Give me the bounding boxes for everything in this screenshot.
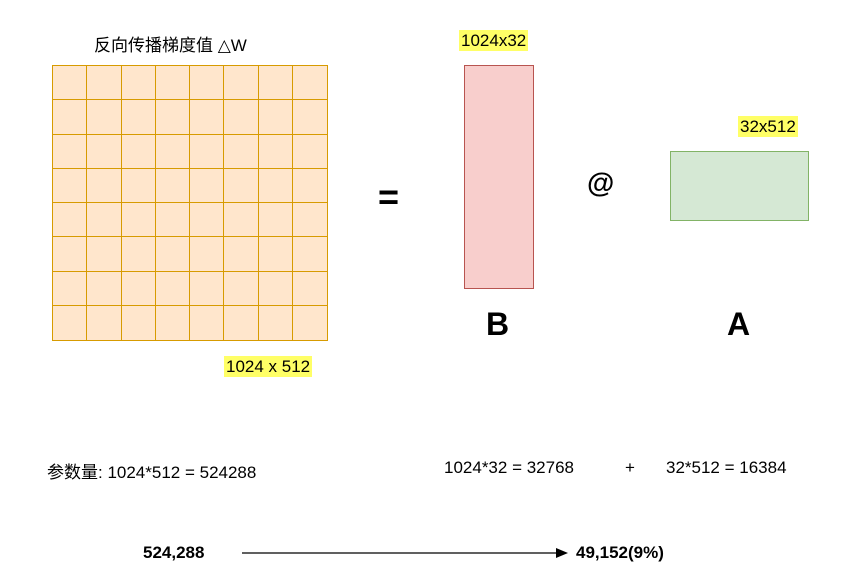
grid-cell [224, 305, 259, 340]
grid-cell [121, 237, 156, 272]
grid-cell [292, 169, 327, 203]
grid-cell [53, 305, 88, 340]
grid-cell [258, 203, 293, 238]
grid-cell [292, 135, 327, 169]
grid-cell [121, 134, 156, 169]
a-params-formula: 32*512 = 16384 [666, 458, 787, 477]
grid-cell [53, 237, 88, 272]
grid-cell [258, 134, 293, 169]
b-params-formula: 1024*32 = 32768 [444, 458, 574, 477]
matrix-a-letter: A [727, 306, 751, 342]
grid-cell [258, 271, 293, 306]
delta-w-matrix-grid [52, 65, 328, 341]
grid-cell [53, 168, 88, 203]
grid-cell [53, 66, 88, 101]
lora-param-count: 49,152(9%) [576, 543, 664, 562]
grid-cell [224, 237, 259, 272]
grid-cell [87, 168, 122, 203]
grid-cell [224, 168, 259, 203]
grid-cell [155, 134, 190, 169]
grid-cell [292, 237, 327, 272]
grid-cell [224, 100, 259, 135]
grid-cell [292, 100, 327, 135]
grid-cell [87, 237, 122, 272]
a-dimension-label: 32x512 [738, 116, 798, 137]
grid-cell [292, 203, 327, 238]
matrix-b-letter: B [486, 306, 510, 342]
grid-cell [224, 66, 259, 101]
grid-cell [122, 305, 156, 340]
grid-cell [53, 100, 88, 135]
grid-cell [87, 66, 122, 101]
grid-cell [121, 66, 156, 101]
grid-cell [258, 168, 293, 203]
reduction-arrow [242, 548, 568, 558]
delta-w-title: 反向传播梯度值 △W [94, 36, 247, 55]
grid-cell [224, 271, 259, 306]
grid-cell [87, 271, 122, 306]
grid-cell [87, 305, 122, 340]
grid-cell [155, 237, 190, 272]
grid-cell [190, 305, 225, 340]
grid-cell [87, 203, 122, 238]
grid-cell [87, 100, 122, 135]
grid-cell [53, 134, 88, 169]
grid-cell [190, 168, 225, 203]
grid-cell [156, 305, 190, 340]
matrix-a [670, 151, 809, 221]
grid-cell [121, 271, 156, 306]
grid-cell [258, 66, 293, 101]
grid-cell [190, 271, 225, 306]
grid-cell [190, 134, 225, 169]
grid-cell [259, 305, 293, 340]
plus-sign: + [625, 458, 635, 477]
delta-w-dimension-label: 1024 x 512 [224, 356, 313, 377]
grid-cell [155, 66, 190, 101]
grid-cell [292, 272, 327, 306]
grid-cell [190, 66, 225, 101]
grid-cell [155, 100, 190, 135]
grid-cell [121, 203, 156, 238]
grid-cell [224, 134, 259, 169]
grid-cell [190, 100, 225, 135]
full-param-count: 524,288 [143, 543, 205, 562]
grid-cell [258, 237, 293, 272]
grid-cell [87, 134, 122, 169]
matrix-b [464, 65, 534, 289]
grid-cell [53, 203, 88, 238]
grid-cell [121, 100, 156, 135]
grid-cell [53, 271, 88, 306]
grid-cell [155, 168, 190, 203]
equals-sign: = [378, 176, 400, 217]
full-params-formula: 参数量: 1024*512 = 524288 [47, 463, 257, 482]
b-dimension-label: 1024x32 [459, 30, 529, 51]
grid-cell [155, 271, 190, 306]
grid-cell [292, 66, 327, 101]
matmul-operator: @ [587, 167, 615, 198]
grid-cell [224, 203, 259, 238]
grid-cell [121, 168, 156, 203]
grid-cell [155, 203, 190, 238]
grid-cell [190, 237, 225, 272]
grid-cell [293, 306, 327, 340]
grid-cell [190, 203, 225, 238]
grid-cell [258, 100, 293, 135]
